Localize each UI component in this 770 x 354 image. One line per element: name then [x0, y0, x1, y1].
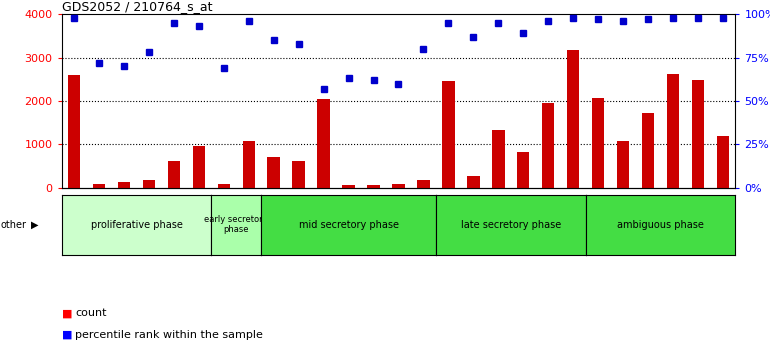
Bar: [367, 185, 380, 188]
Bar: [467, 176, 480, 188]
Text: proliferative phase: proliferative phase: [91, 220, 182, 230]
Text: ■: ■: [62, 308, 72, 318]
Bar: [218, 184, 230, 188]
Bar: [617, 141, 629, 188]
Bar: [492, 130, 504, 188]
Bar: [293, 161, 305, 188]
Bar: [567, 50, 579, 188]
Bar: [442, 81, 454, 188]
Bar: [192, 147, 205, 188]
Text: early secretory
phase: early secretory phase: [205, 215, 268, 234]
Bar: [717, 136, 729, 188]
Text: late secretory phase: late secretory phase: [460, 220, 561, 230]
Text: ■: ■: [62, 330, 72, 339]
Bar: [392, 184, 405, 188]
Bar: [317, 99, 330, 188]
Bar: [641, 113, 654, 188]
Bar: [93, 184, 105, 188]
Bar: [592, 98, 604, 188]
Text: mid secretory phase: mid secretory phase: [299, 220, 399, 230]
Text: percentile rank within the sample: percentile rank within the sample: [75, 330, 263, 339]
Bar: [691, 80, 704, 188]
Bar: [68, 75, 80, 188]
Text: ▶: ▶: [31, 220, 38, 230]
Bar: [343, 185, 355, 188]
Bar: [168, 161, 180, 188]
Bar: [417, 180, 430, 188]
Text: GDS2052 / 210764_s_at: GDS2052 / 210764_s_at: [62, 0, 212, 13]
Bar: [542, 103, 554, 188]
Bar: [142, 180, 156, 188]
Bar: [517, 152, 530, 188]
Bar: [667, 74, 679, 188]
Bar: [118, 182, 130, 188]
Bar: [267, 157, 280, 188]
Text: count: count: [75, 308, 107, 318]
Text: ambiguous phase: ambiguous phase: [617, 220, 704, 230]
Bar: [243, 141, 255, 188]
Text: other: other: [1, 220, 27, 230]
